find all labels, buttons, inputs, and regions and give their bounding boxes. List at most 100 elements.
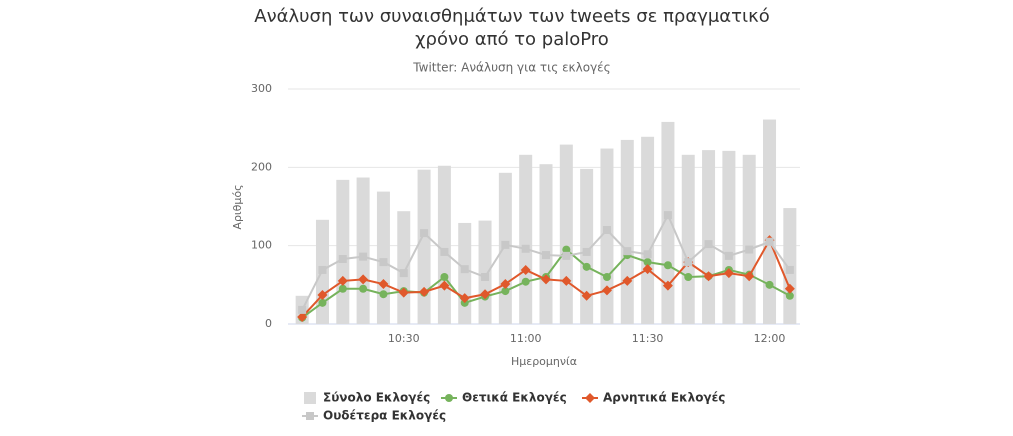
point	[663, 211, 672, 220]
point	[419, 286, 430, 297]
point	[501, 240, 510, 249]
point	[521, 277, 530, 286]
point	[684, 273, 693, 281]
point	[460, 265, 469, 274]
legend-label: Σύνολο Εκλογές	[323, 391, 430, 405]
point	[399, 269, 408, 278]
point	[318, 265, 327, 274]
point	[520, 264, 531, 275]
point	[439, 280, 450, 291]
bar	[763, 119, 777, 324]
point	[663, 261, 672, 270]
bar	[519, 154, 533, 324]
chart-subtitle: Twitter: Ανάλυση για τις εκλογές	[412, 61, 610, 75]
y-tick-label: 0	[265, 317, 272, 330]
point	[298, 305, 307, 314]
legend-label: Θετικά Εκλογές	[462, 391, 567, 405]
point	[359, 252, 368, 261]
point	[562, 251, 571, 260]
point	[338, 284, 347, 293]
point	[359, 284, 368, 293]
point	[542, 251, 550, 260]
point	[420, 229, 429, 238]
y-axis-label: Αριθμός	[231, 184, 244, 229]
point	[480, 289, 491, 300]
bar	[376, 191, 390, 324]
legend-label: Αρνητικά Εκλογές	[603, 391, 725, 405]
legend-symbol	[306, 412, 314, 420]
point	[561, 275, 572, 286]
x-tick-label: 10:30	[388, 332, 420, 345]
point	[642, 264, 653, 275]
legend-symbol	[585, 393, 595, 403]
point	[602, 226, 611, 234]
point	[785, 291, 794, 300]
x-tick-label: 12:00	[754, 332, 786, 345]
chart-title: Ανάλυση των συναισθημάτων των tweets σε …	[254, 6, 769, 27]
point	[623, 247, 632, 256]
point	[744, 271, 755, 282]
bar	[539, 164, 553, 324]
bar	[661, 121, 675, 325]
bar	[600, 148, 614, 324]
bar	[458, 222, 472, 324]
y-tick-label: 200	[251, 160, 272, 173]
point	[724, 251, 733, 260]
point	[379, 258, 388, 267]
point	[501, 287, 510, 296]
point	[602, 273, 611, 281]
point	[643, 258, 652, 267]
point	[643, 250, 652, 259]
bar	[437, 165, 451, 324]
x-tick-label: 11:30	[632, 332, 664, 345]
point	[784, 283, 795, 294]
point	[297, 311, 308, 322]
legend-symbol	[304, 392, 316, 404]
chart-title: χρόνο από το paloPro	[415, 29, 609, 50]
bar	[397, 211, 411, 324]
point	[338, 254, 347, 263]
point	[723, 268, 734, 279]
point	[481, 273, 490, 281]
bar	[742, 154, 756, 324]
bar	[702, 150, 716, 324]
point	[317, 290, 328, 301]
bar	[580, 168, 594, 324]
point	[745, 245, 754, 254]
point	[562, 245, 571, 254]
point	[684, 258, 693, 267]
bar	[356, 177, 370, 324]
bar	[336, 179, 350, 324]
point	[662, 280, 673, 291]
point	[581, 290, 592, 301]
point	[459, 293, 470, 304]
point	[765, 237, 774, 246]
bar	[722, 150, 736, 324]
point	[582, 262, 591, 271]
bar	[620, 139, 634, 324]
point	[703, 271, 714, 282]
bar	[478, 220, 492, 324]
point	[765, 280, 774, 289]
point	[582, 247, 591, 256]
point	[601, 285, 612, 296]
point	[622, 275, 633, 286]
point	[541, 274, 551, 285]
point	[440, 273, 449, 281]
bar	[559, 144, 573, 324]
point	[500, 279, 511, 290]
bar	[417, 169, 431, 324]
point	[378, 279, 389, 290]
x-tick-label: 11:00	[510, 332, 542, 345]
point	[337, 275, 348, 286]
point	[785, 265, 794, 274]
point	[358, 274, 369, 285]
point	[704, 240, 713, 249]
bar	[641, 136, 655, 324]
x-axis-label: Ημερομηνία	[511, 355, 577, 368]
y-tick-label: 300	[251, 82, 272, 95]
y-tick-label: 100	[251, 239, 272, 252]
legend-label: Ουδέτερα Εκλογές	[323, 409, 446, 423]
point	[398, 287, 409, 298]
